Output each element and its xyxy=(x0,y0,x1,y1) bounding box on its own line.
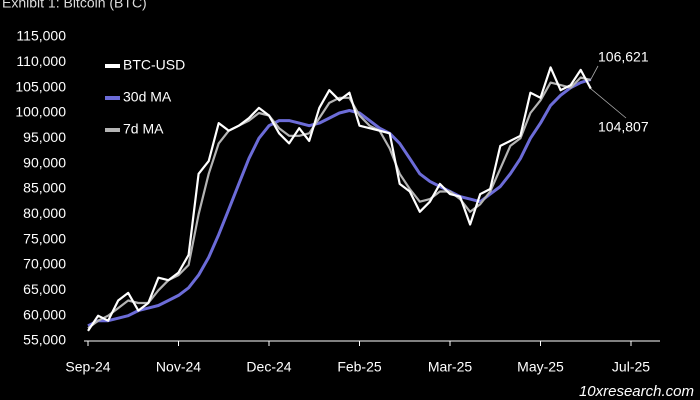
x-tick-label: Nov-24 xyxy=(156,359,201,375)
x-tick-label: Jul-25 xyxy=(612,359,650,375)
y-tick-label: 80,000 xyxy=(23,205,66,221)
y-tick-label: 85,000 xyxy=(23,180,66,196)
value-label: 106,621 xyxy=(598,49,649,65)
y-tick-label: 65,000 xyxy=(23,281,66,297)
x-tick-label: Mar-25 xyxy=(428,359,473,375)
series-line xyxy=(87,76,592,330)
series-line xyxy=(87,66,592,332)
legend-label: 30d MA xyxy=(123,89,172,105)
chart-title: Exhibit 1: Bitcoin (BTC) xyxy=(2,0,147,11)
watermark: 10xresearch.com xyxy=(579,383,694,400)
x-tick-label: May-25 xyxy=(517,359,564,375)
y-tick-label: 90,000 xyxy=(23,154,66,170)
x-tick-label: Feb-25 xyxy=(337,359,382,375)
x-tick-label: Sep-24 xyxy=(65,359,110,375)
y-tick-label: 100,000 xyxy=(15,104,66,120)
y-tick-label: 60,000 xyxy=(23,306,66,322)
label-leader xyxy=(590,65,599,80)
value-label: 104,807 xyxy=(598,119,649,135)
label-leader xyxy=(590,88,627,119)
y-tick-label: 70,000 xyxy=(23,256,66,272)
y-tick-label: 55,000 xyxy=(23,332,66,348)
legend-label: 7d MA xyxy=(123,121,164,137)
y-tick-label: 105,000 xyxy=(15,78,66,94)
x-tick-label: Dec-24 xyxy=(246,359,291,375)
legend-label: BTC-USD xyxy=(123,57,185,73)
y-tick-label: 75,000 xyxy=(23,230,66,246)
y-tick-label: 110,000 xyxy=(16,53,66,69)
y-tick-label: 115,000 xyxy=(16,28,66,44)
series-line xyxy=(87,78,592,328)
y-tick-label: 95,000 xyxy=(23,129,66,145)
